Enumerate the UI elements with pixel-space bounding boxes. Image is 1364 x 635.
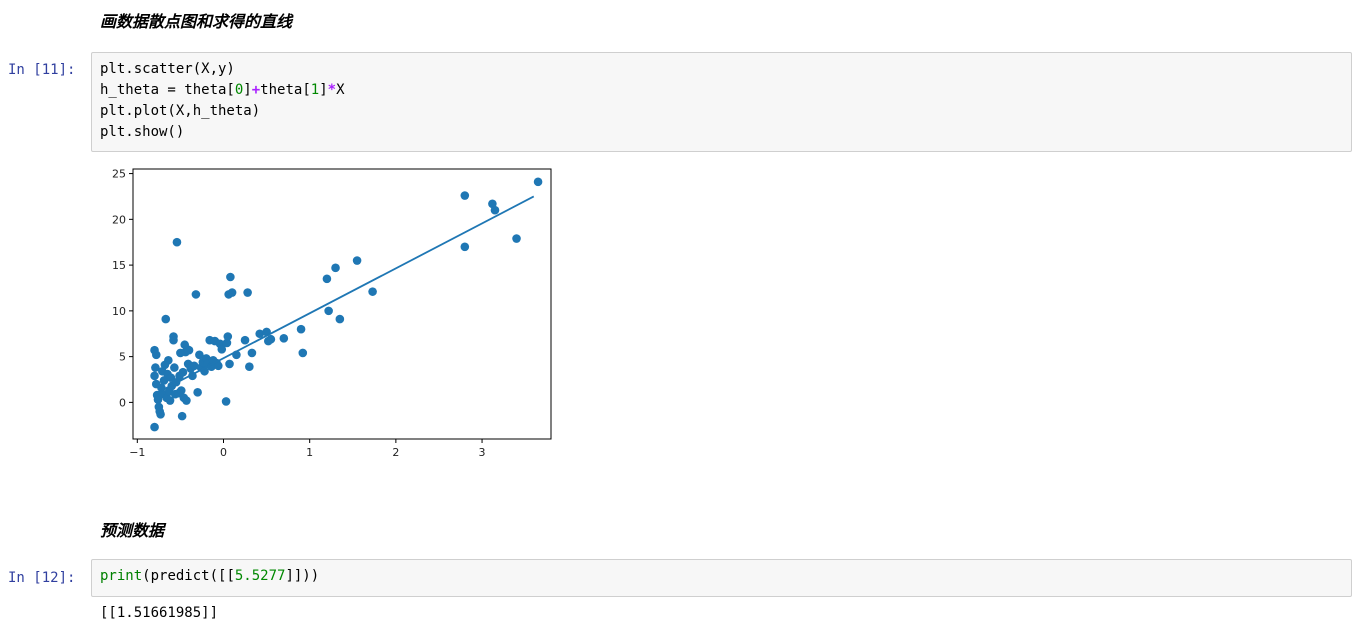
code-cell-12[interactable]: print(predict([[5.5277]])): [91, 559, 1352, 597]
scatter-point: [279, 334, 289, 343]
y-tick-label: 20: [112, 213, 126, 226]
scatter-point: [217, 345, 227, 354]
plot-axes-frame: [132, 168, 552, 440]
scatter-point: [165, 396, 175, 405]
x-tick-label: 0: [220, 446, 227, 459]
code-editor-12[interactable]: print(predict([[5.5277]])): [92, 560, 1351, 593]
scatter-point: [247, 348, 257, 358]
code-line-1: plt.scatter(X,y): [100, 61, 235, 77]
scatter-point: [298, 348, 308, 358]
scatter-point: [266, 334, 276, 344]
code-number: 5.5277: [234, 568, 286, 584]
code-cell-11[interactable]: plt.scatter(X,y) h_theta = theta[0]+thet…: [91, 52, 1352, 152]
code-call-close: ]])): [285, 568, 320, 584]
scatter-point: [214, 361, 223, 371]
scatter-point: [460, 242, 470, 252]
code-editor-11[interactable]: plt.scatter(X,y) h_theta = theta[0]+thet…: [92, 53, 1351, 149]
scatter-point: [156, 409, 165, 419]
scatter-point: [159, 376, 169, 385]
y-tick-label: 15: [112, 259, 126, 272]
scatter-point: [164, 355, 173, 365]
scatter-point: [223, 332, 233, 341]
scatter-point: [150, 422, 159, 432]
scatter-point: [368, 287, 377, 296]
code-print-fn: print: [100, 568, 143, 584]
scatter-point: [176, 386, 186, 395]
scatter-point: [169, 335, 178, 345]
scatter-point: [335, 314, 345, 324]
scatter-point: [172, 237, 182, 247]
scatter-point: [150, 371, 159, 381]
scatter-point: [490, 205, 500, 215]
scatter-point: [195, 350, 204, 360]
scatter-point: [331, 263, 340, 273]
fit-line: [154, 195, 535, 395]
scatter-point: [193, 388, 202, 397]
scatter-point: [177, 411, 187, 421]
markdown-heading-predict: 预测数据: [100, 521, 165, 540]
input-prompt-11: In [11]:: [8, 62, 76, 78]
scatter-point: [255, 329, 264, 339]
code-call-open: (predict([[: [142, 568, 235, 584]
scatter-point: [161, 314, 171, 324]
y-tick-label: 0: [119, 396, 126, 409]
scatter-point: [178, 367, 188, 377]
scatter-point: [227, 288, 237, 297]
scatter-point: [460, 191, 470, 200]
scatter-point: [182, 396, 191, 405]
scatter-plot-output: −1 0 1 2 3 0 5 10 15 20 25: [112, 168, 552, 459]
output-text-12: [[1.51661985]]: [100, 605, 219, 621]
input-prompt-12: In [12]:: [8, 570, 76, 586]
scatter-point: [153, 395, 163, 404]
scatter-point: [324, 306, 333, 316]
scatter-point: [221, 397, 231, 406]
scatter-point: [151, 350, 161, 360]
scatter-point: [322, 274, 332, 284]
scatter-point: [151, 363, 160, 372]
scatter-point: [170, 363, 179, 372]
scatter-point: [225, 359, 234, 369]
scatter-point: [240, 335, 250, 345]
scatter-point: [191, 290, 201, 299]
scatter-point: [533, 177, 543, 187]
scatter-point: [245, 362, 254, 371]
code-line-3: plt.plot(X,h_theta): [100, 103, 261, 119]
scatter-point: [512, 234, 521, 243]
markdown-heading-plot: 画数据散点图和求得的直线: [100, 12, 293, 31]
x-tick-label: 1: [306, 446, 313, 459]
x-tick-label: 3: [479, 446, 486, 459]
scatter-point: [226, 272, 235, 282]
y-tick-label: 5: [119, 351, 126, 364]
y-tick-label: 10: [112, 305, 126, 318]
code-line-2: h_theta = theta[0]+theta[1]*X: [100, 82, 345, 98]
code-line-4: plt.show(): [100, 124, 185, 140]
scatter-point: [189, 361, 199, 371]
scatter-point: [222, 338, 232, 348]
scatter-point: [352, 256, 362, 265]
x-tick-label: −1: [129, 446, 145, 459]
scatter-point: [243, 288, 252, 297]
x-tick-label: 2: [392, 446, 399, 459]
scatter-point: [296, 324, 306, 334]
y-tick-label: 25: [112, 168, 126, 181]
scatter-point: [184, 345, 194, 355]
